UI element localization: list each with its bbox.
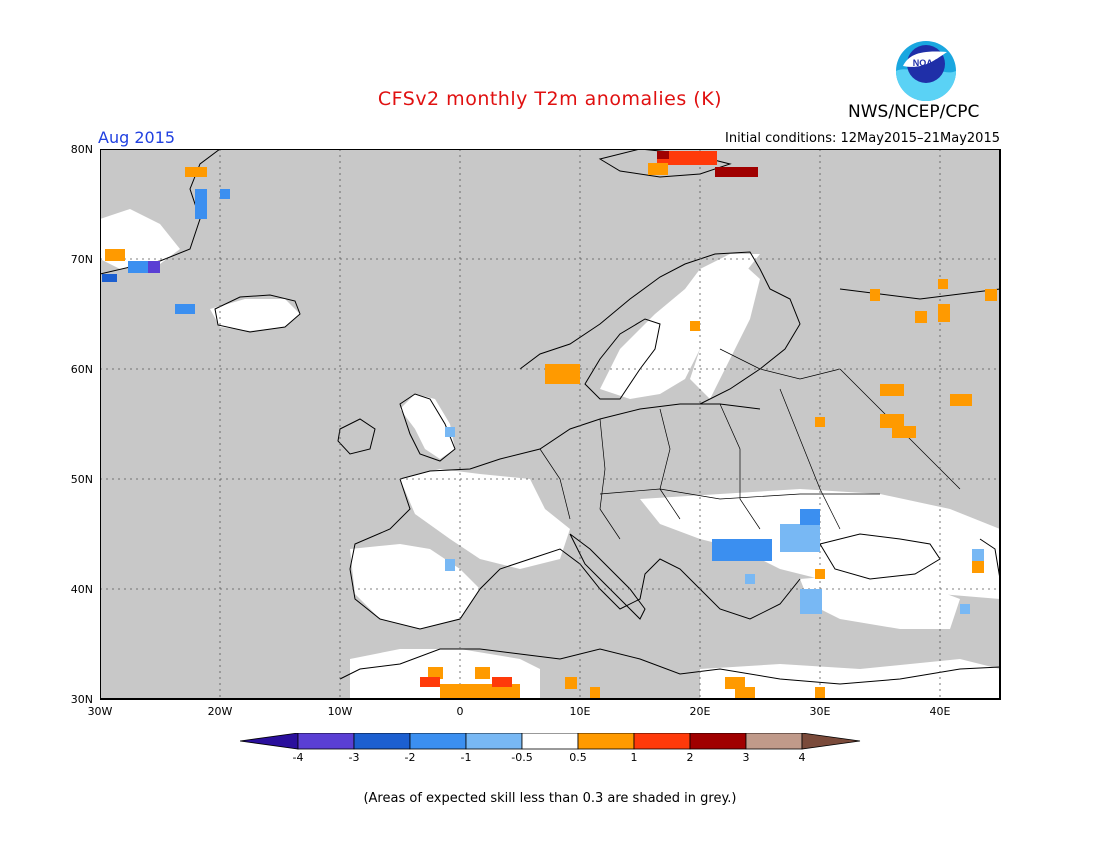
colorbar-label: 0.5 <box>569 751 587 764</box>
lon-label-30w: 30W <box>87 705 113 718</box>
skill-footnote: (Areas of expected skill less than 0.3 a… <box>363 791 737 806</box>
lat-label-40n: 40N <box>70 583 93 596</box>
lat-label-60n: 60N <box>70 363 93 376</box>
colorbar-label: -3 <box>348 751 360 764</box>
agency-label: NWS/NCEP/CPC <box>848 102 980 122</box>
lon-label-10e: 10E <box>569 705 591 718</box>
lat-label-70n: 70N <box>70 253 93 266</box>
colorbar-label: -1 <box>460 751 472 764</box>
lon-label-0: 0 <box>456 705 464 718</box>
lon-label-10w: 10W <box>327 705 353 718</box>
lon-label-40e: 40E <box>929 705 951 718</box>
lon-label-30e: 30E <box>809 705 831 718</box>
colorbar-segment <box>409 733 467 750</box>
lat-label-30n: 30N <box>70 693 93 706</box>
colorbar-segment <box>633 733 691 750</box>
colorbar-segment <box>521 733 579 750</box>
noaa-logo-text: NOAA <box>913 58 940 68</box>
colorbar-segment <box>745 733 803 750</box>
lat-label-50n: 50N <box>70 473 93 486</box>
anomaly-cells <box>102 151 997 699</box>
colorbar-segment <box>577 733 635 750</box>
colorbar-label: -0.5 <box>511 751 533 764</box>
colorbar-segment <box>353 733 411 750</box>
colorbar-label: 4 <box>798 751 806 764</box>
colorbar-segment <box>465 733 523 750</box>
anomaly-map <box>100 149 1001 700</box>
colorbar-label: 1 <box>630 751 638 764</box>
colorbar-label: -4 <box>292 751 304 764</box>
colorbar-label: -2 <box>404 751 416 764</box>
map-title: CFSv2 monthly T2m anomalies (K) <box>377 88 723 110</box>
colorbar-segment <box>689 733 747 750</box>
colorbar-arrow-low <box>240 733 299 750</box>
map-frame <box>100 149 1001 700</box>
colorbar-segment <box>297 733 355 750</box>
lon-label-20w: 20W <box>207 705 233 718</box>
colorbar-arrow-high <box>801 733 861 750</box>
colorbar-label: 2 <box>686 751 694 764</box>
valid-month: Aug 2015 <box>98 128 176 147</box>
country-borders <box>539 348 961 540</box>
colorbar-label: 3 <box>742 751 750 764</box>
noaa-logo: NOAA <box>896 41 956 101</box>
colorbar <box>240 733 861 750</box>
lat-label-80n: 80N <box>70 143 93 156</box>
lon-label-20e: 20E <box>689 705 711 718</box>
initial-conditions: Initial conditions: 12May2015–21May2015 <box>725 131 1000 146</box>
